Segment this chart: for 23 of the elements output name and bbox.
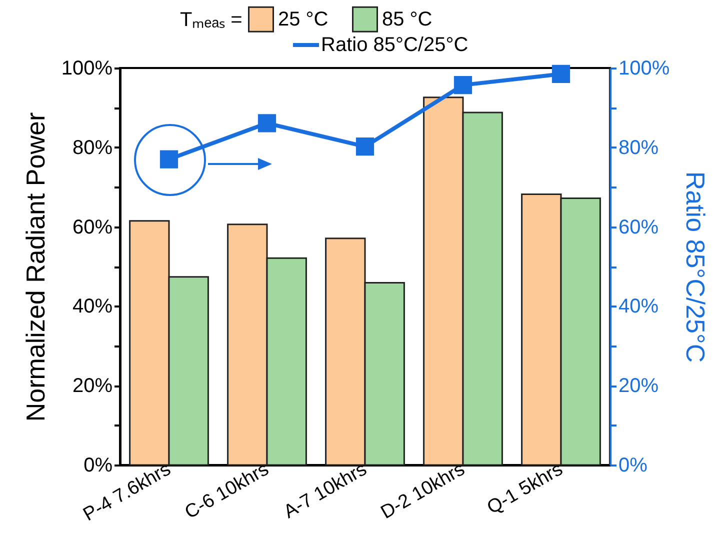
- legend-title: Tₘₑₐₛ =: [180, 9, 242, 31]
- y2-axis-title: Ratio 85°C/25°C: [680, 171, 711, 363]
- y-tick-label: 0%: [84, 454, 113, 476]
- y2-tick-label: 20%: [618, 375, 659, 398]
- legend-label: 85 °C: [382, 8, 432, 30]
- y-tick-label: 60%: [72, 216, 113, 238]
- y-tick-label: 80%: [72, 136, 113, 159]
- y2-tick-label: 60%: [618, 216, 659, 238]
- point: [454, 76, 472, 94]
- y-tick-label: 20%: [72, 375, 113, 398]
- legend-label: Ratio 85°C/25°C: [321, 34, 468, 56]
- x-tick-label: Q-1 5khrs: [484, 458, 566, 519]
- y2-tick-label: 0%: [618, 454, 648, 476]
- y-axis-title: Normalized Radiant Power: [20, 112, 50, 422]
- y-tick-label: 40%: [72, 296, 113, 318]
- point: [552, 64, 570, 84]
- y-tick-label: 100%: [61, 58, 113, 80]
- point: [258, 114, 276, 132]
- y2-tick-label: 40%: [618, 296, 659, 318]
- y2-tick-label: 100%: [618, 58, 670, 80]
- point: [356, 138, 374, 156]
- y2-tick-label: 80%: [618, 136, 659, 159]
- legend-label: 25 °C: [278, 8, 328, 30]
